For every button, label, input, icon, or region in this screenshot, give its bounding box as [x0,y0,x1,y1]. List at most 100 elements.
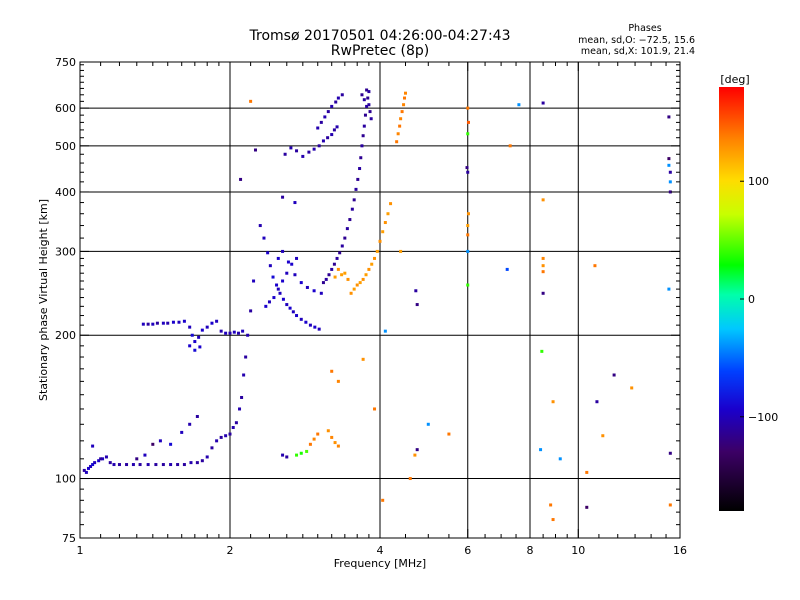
data-point [340,244,344,248]
data-point [354,187,358,191]
x-tick-label: 2 [227,544,234,557]
y-tick-label: 400 [55,186,76,199]
tick-labels: 1 2 4 6 8 10 16 75 100 200 300 400 500 600 750 [55,56,687,557]
x-axis-label: Frequency [MHz] [334,557,426,570]
data-point [373,407,377,411]
data-point [336,444,340,448]
data-point [224,331,228,335]
data-point [343,271,347,275]
data-point [340,93,344,97]
data-point [541,270,545,274]
data-point [349,291,353,295]
data-point [399,117,403,121]
data-point [373,256,377,260]
phase-o-stats: mean, sd,O: −72.5, 15.6 [578,35,695,46]
data-point [667,287,671,291]
data-point [466,170,470,174]
data-point [668,451,672,455]
data-point [668,170,672,174]
data-point [166,321,170,325]
data-point [362,124,366,128]
data-point [330,267,334,271]
data-point [539,448,543,452]
data-point [285,455,289,459]
data-point [466,132,470,136]
data-point [180,430,184,434]
data-point [112,463,116,467]
data-point [321,139,325,143]
colorbar-ticks: 100 0 −100 [740,175,778,424]
data-point [286,260,290,264]
phase-x-stats: mean, sd,X: 101.9, 21.4 [581,46,695,57]
data-point [182,463,186,467]
data-point [82,468,86,472]
data-point [332,262,336,266]
data-point [366,96,370,100]
data-point [316,126,320,130]
x-tick-label: 10 [571,544,585,557]
data-point [668,180,672,184]
data-point [312,289,316,293]
data-point [367,90,371,94]
data-point [228,432,232,436]
data-point [352,287,356,291]
data-point [330,435,334,439]
data-point [210,321,214,325]
data-point [317,144,321,148]
data-point [541,264,545,268]
data-point [361,134,365,138]
data-point [415,303,419,307]
data-point [601,434,605,438]
data-point [355,283,359,287]
data-point [360,93,364,97]
data-point [466,283,470,287]
data-point [466,212,470,216]
data-point [359,156,363,160]
data-point [246,333,250,337]
data-point [291,310,295,314]
data-point [262,236,266,240]
data-point [333,441,337,445]
data-point [362,98,366,102]
data-point [368,110,372,114]
data-point [143,453,147,457]
data-point [466,106,470,110]
data-point [365,104,369,108]
y-tick-label: 750 [55,56,76,69]
data-point [283,152,287,156]
data-point [215,319,219,323]
data-point [308,442,312,446]
data-point [415,448,419,452]
data-point [299,281,303,285]
data-point [188,422,192,426]
data-point [345,227,349,231]
data-point [99,457,103,461]
data-point [188,325,192,329]
data-point [317,327,321,331]
data-point [84,470,88,474]
data-point [541,101,545,105]
data-point [367,103,371,107]
data-point [240,395,244,399]
data-point [358,167,362,171]
data-point [281,279,285,283]
data-point [151,322,155,326]
data-point [413,453,417,457]
data-point [182,319,186,323]
data-point [465,166,469,170]
data-point [210,446,214,450]
data-point [305,285,309,289]
data-point [249,309,253,313]
data-point [195,461,199,465]
data-point [340,273,344,277]
data-point [334,100,338,104]
chart-title: Tromsø 20170501 04:26:00-04:27:43 [249,28,511,44]
x-tick-label: 1 [77,544,84,557]
data-point [171,320,175,324]
data-point [146,463,150,467]
data-point [399,249,403,253]
data-point [343,236,347,240]
y-axis-label: Stationary phase Virtual Height [km] [37,199,50,401]
data-point [336,96,340,100]
